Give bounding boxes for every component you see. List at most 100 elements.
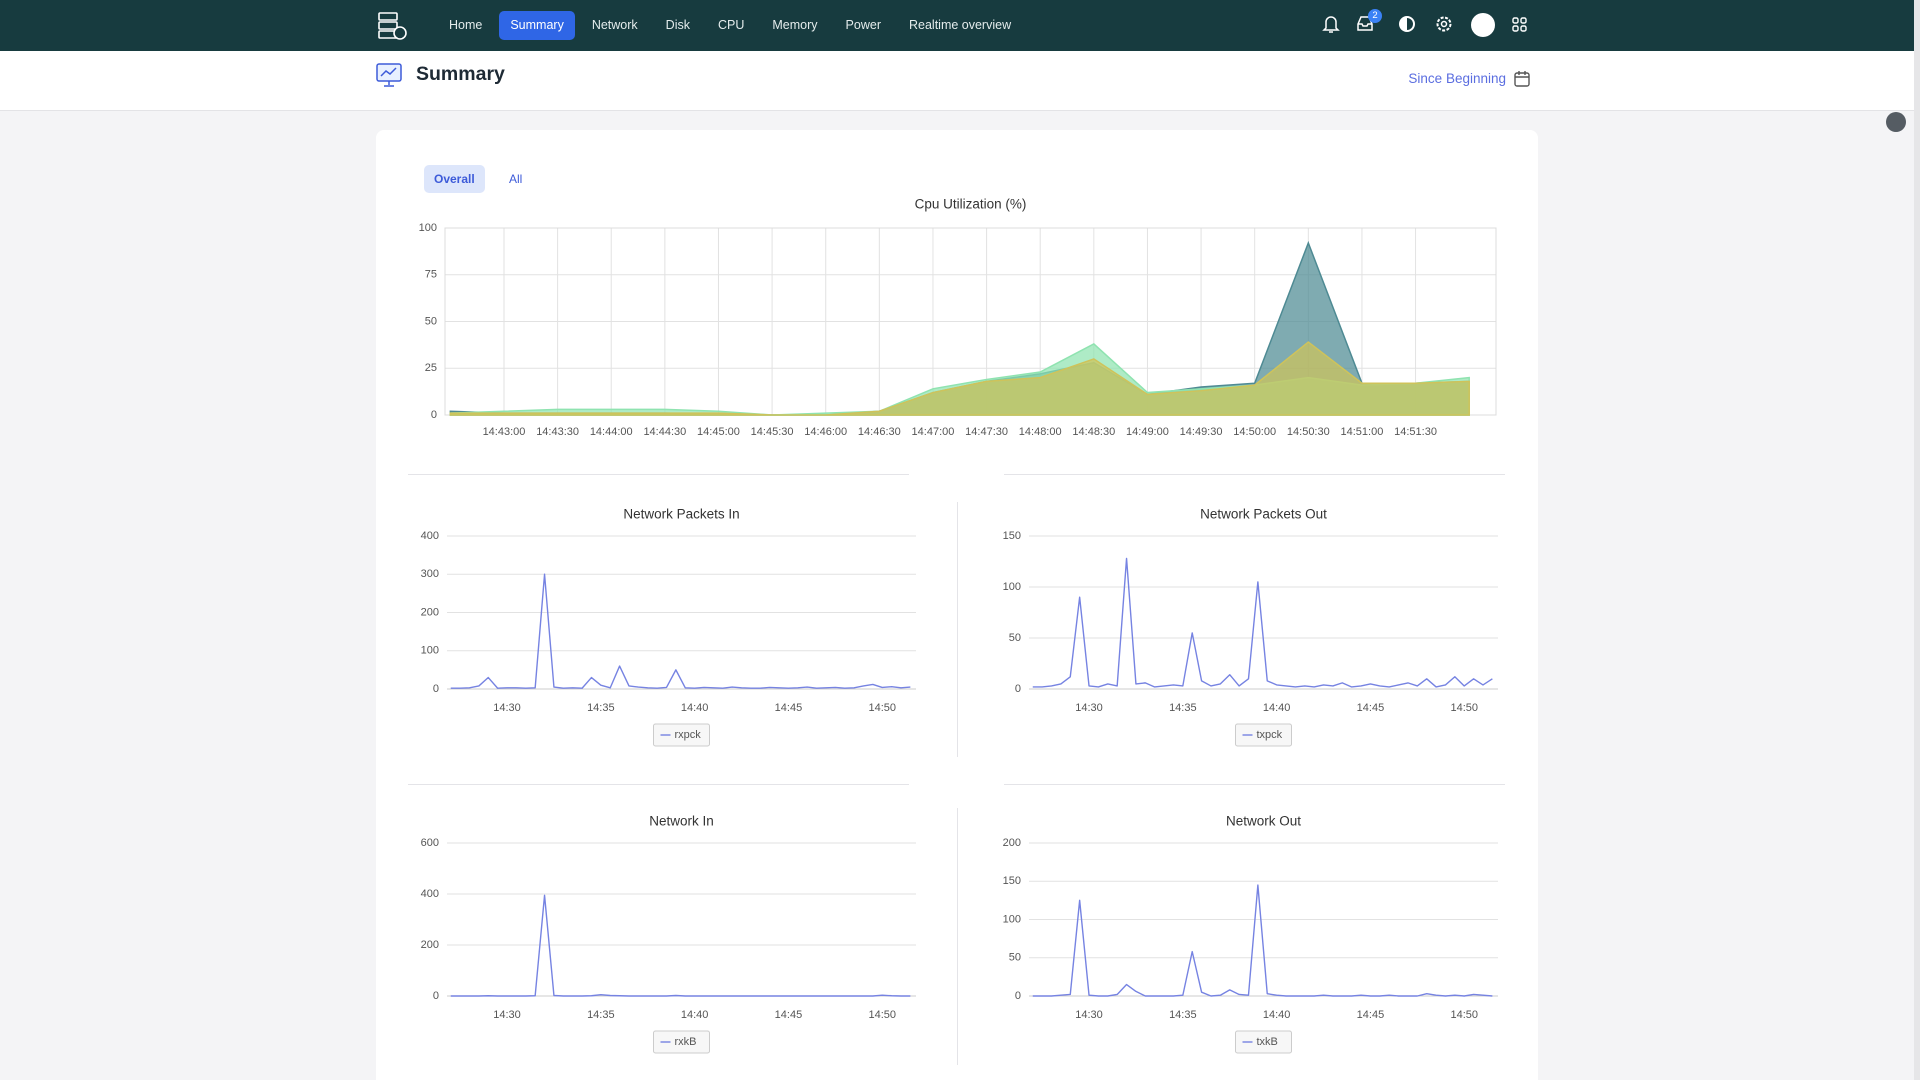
x-tick-label: 14:44:30 [643, 426, 686, 438]
x-tick-label: 14:50 [1450, 702, 1478, 714]
nav-item[interactable]: Power [845, 18, 881, 32]
area [449, 341, 1470, 416]
x-tick-label: 14:47:00 [912, 426, 955, 438]
line [1032, 557, 1493, 688]
line [1032, 884, 1493, 997]
logo[interactable] [376, 11, 408, 41]
inbox-icon[interactable] [1356, 14, 1374, 34]
legend-label: txkB [1257, 1036, 1278, 1048]
date-range[interactable]: Since Beginning [1408, 71, 1506, 86]
network-out-chart: Network Out 0 50 100 150 200 14:30 14:35 14:40 14… [1003, 814, 1498, 1054]
x-tick-label: 14:44:00 [590, 426, 633, 438]
x-tick-label: 14:45:30 [751, 426, 794, 438]
x-tick-label: 14:40 [681, 702, 709, 714]
x-tick-label: 14:50 [1450, 1009, 1478, 1021]
x-tick-label: 14:50 [868, 702, 896, 714]
legend-label: rxpck [675, 729, 702, 741]
x-tick-label: 14:51:00 [1341, 426, 1384, 438]
inbox-badge: 2 [1368, 9, 1382, 23]
x-tick-label: 14:35 [1169, 702, 1197, 714]
chart-title: Network Packets Out [1200, 507, 1327, 522]
x-tick-label: 14:45 [1357, 702, 1385, 714]
divider [408, 784, 909, 785]
y-tick-label: 300 [421, 568, 439, 580]
page-header: Summary Since Beginning [0, 51, 1914, 111]
chart-title: Network Out [1226, 814, 1301, 829]
x-tick-label: 14:47:30 [965, 426, 1008, 438]
bell-icon[interactable] [1322, 14, 1340, 34]
nav-item[interactable]: Memory [772, 18, 818, 32]
x-tick-label: 14:35 [1169, 1009, 1197, 1021]
chart-title: Network In [649, 814, 714, 829]
legend-box [1235, 723, 1292, 747]
line [450, 894, 911, 997]
x-tick-label: 14:49:30 [1180, 426, 1223, 438]
x-tick-label: 14:30 [1075, 702, 1103, 714]
x-tick-label: 14:35 [587, 1009, 615, 1021]
tab[interactable]: All [509, 172, 523, 186]
avatar[interactable] [1471, 13, 1495, 37]
x-tick-label: 14:43:30 [536, 426, 579, 438]
legend-label: rxkB [675, 1036, 697, 1048]
y-tick-label: 0 [1015, 990, 1021, 1002]
settings-icon[interactable] [1434, 14, 1454, 34]
menu: Home Summary Network Disk CPU Memory Pow… [438, 11, 1022, 40]
legend-box [653, 1030, 710, 1054]
summary-icon [376, 63, 402, 87]
y-tick-label: 100 [1003, 913, 1021, 925]
y-tick-label: 100 [421, 645, 439, 657]
x-tick-label: 14:40 [681, 1009, 709, 1021]
y-tick-label: 75 [425, 269, 437, 281]
y-tick-label: 600 [421, 837, 439, 849]
calendar-icon[interactable] [1513, 70, 1531, 88]
tab[interactable]: Overall [424, 165, 485, 193]
cpu-chart: Cpu Utilization (%) 0 25 50 75 100 14:43:00 14:… [419, 197, 1497, 438]
y-tick-label: 0 [431, 409, 437, 421]
y-tick-label: 200 [421, 606, 439, 618]
nav-item[interactable]: Network [591, 18, 638, 32]
x-tick-label: 14:35 [587, 702, 615, 714]
y-tick-label: 150 [1003, 530, 1021, 542]
y-tick-label: 0 [433, 990, 439, 1002]
y-tick-label: 400 [421, 530, 439, 542]
x-tick-label: 14:50 [868, 1009, 896, 1021]
x-tick-label: 14:50:00 [1233, 426, 1276, 438]
y-tick-label: 400 [421, 888, 439, 900]
legend-box [653, 723, 710, 747]
x-tick-label: 14:45 [1357, 1009, 1385, 1021]
x-tick-label: 14:43:00 [483, 426, 526, 438]
y-tick-label: 150 [1003, 875, 1021, 887]
chart-title: Cpu Utilization (%) [915, 197, 1027, 212]
theme-icon[interactable] [1397, 14, 1417, 34]
y-tick-label: 50 [1009, 632, 1021, 644]
x-tick-label: 14:40 [1263, 1009, 1291, 1021]
y-tick-label: 50 [1009, 952, 1021, 964]
divider [408, 474, 909, 475]
nav-item[interactable]: Summary [499, 11, 575, 40]
x-tick-label: 14:45:00 [697, 426, 740, 438]
apps-icon[interactable] [1512, 17, 1528, 33]
y-tick-label: 0 [433, 683, 439, 695]
y-tick-label: 25 [425, 362, 437, 374]
packets-in-chart: Network Packets In 0 100 200 300 400 14:30 14:3… [421, 507, 916, 747]
collapse-button[interactable] [1886, 112, 1906, 132]
page-title: Summary [416, 63, 505, 85]
packets-out-chart: Network Packets Out 0 50 100 150 14:30 14:35 14… [1003, 507, 1498, 747]
x-tick-label: 14:30 [493, 1009, 521, 1021]
x-tick-label: 14:50:30 [1287, 426, 1330, 438]
navbar: Home Summary Network Disk CPU Memory Pow… [0, 0, 1914, 51]
y-tick-label: 100 [1003, 581, 1021, 593]
divider [957, 502, 958, 757]
x-tick-label: 14:46:30 [858, 426, 901, 438]
nav-item[interactable]: Disk [665, 18, 690, 32]
x-tick-label: 14:40 [1263, 702, 1291, 714]
x-tick-label: 14:49:00 [1126, 426, 1169, 438]
legend-label: txpck [1257, 729, 1283, 741]
nav-item[interactable]: CPU [717, 18, 745, 32]
divider [1004, 474, 1505, 475]
x-tick-label: 14:30 [493, 702, 521, 714]
nav-item[interactable]: Home [449, 18, 483, 32]
x-tick-label: 14:45 [775, 1009, 803, 1021]
nav-item[interactable]: Realtime overview [908, 18, 1012, 32]
